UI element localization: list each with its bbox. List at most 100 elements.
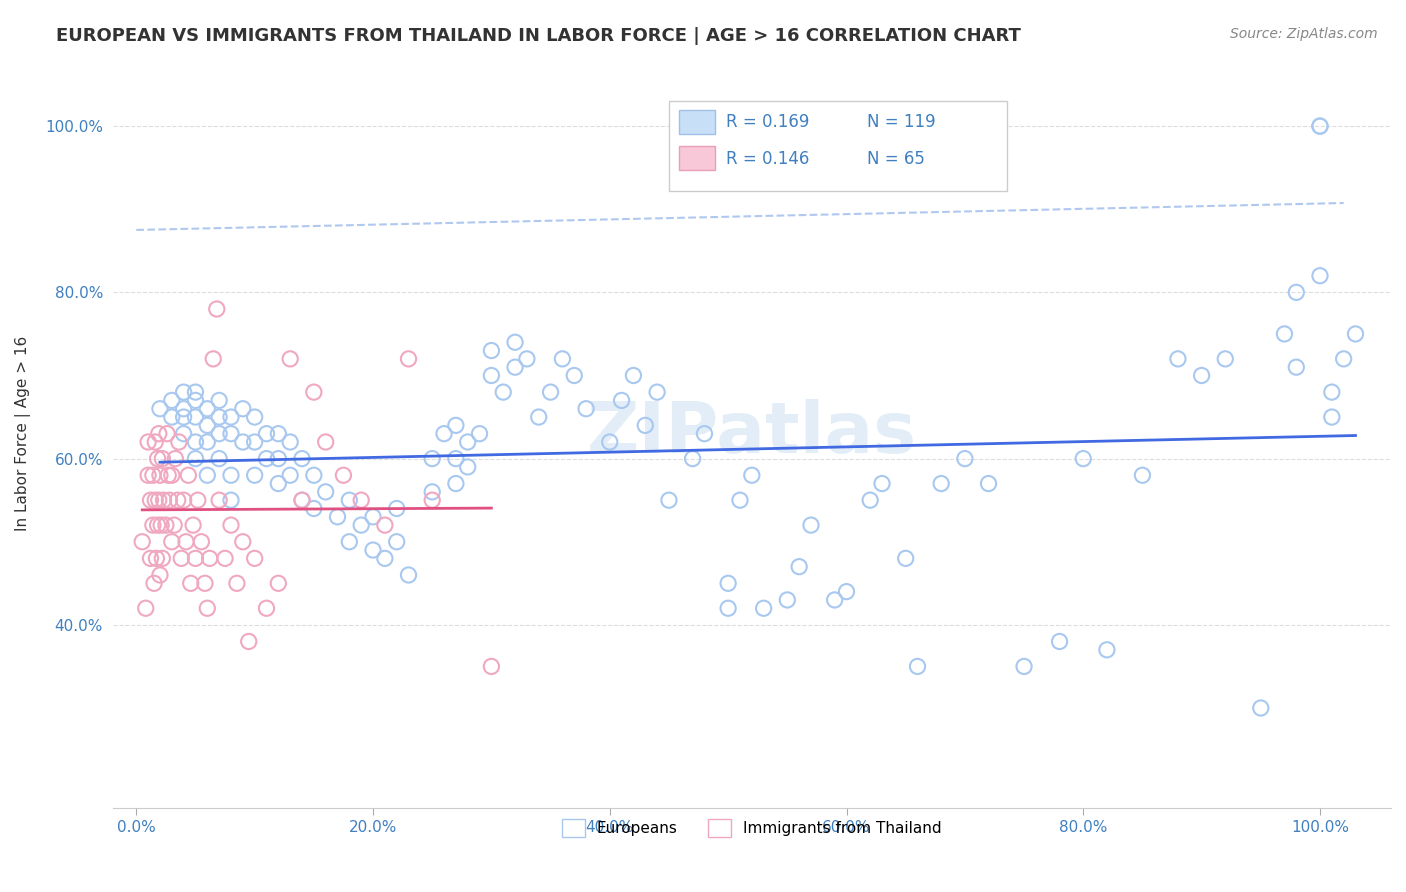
Europeans <box>302 468 325 483</box>
Europeans <box>1274 326 1296 341</box>
Immigrants from Thailand <box>131 534 153 549</box>
Europeans <box>728 493 751 508</box>
Europeans <box>1049 634 1071 648</box>
Europeans <box>184 393 207 408</box>
Europeans <box>184 435 207 450</box>
Europeans <box>492 385 515 400</box>
Europeans <box>361 543 384 558</box>
Europeans <box>350 518 373 533</box>
Text: ZIPatlas: ZIPatlas <box>586 400 917 468</box>
Immigrants from Thailand <box>205 301 228 316</box>
Immigrants from Thailand <box>152 493 174 508</box>
Europeans <box>1167 351 1189 366</box>
Europeans <box>267 451 290 466</box>
Immigrants from Thailand <box>184 551 207 566</box>
Europeans <box>658 493 681 508</box>
Europeans <box>776 593 799 607</box>
Europeans <box>315 484 337 499</box>
Europeans <box>741 468 763 483</box>
Europeans <box>752 601 775 615</box>
Immigrants from Thailand <box>145 551 167 566</box>
Europeans <box>599 435 621 450</box>
Immigrants from Thailand <box>291 493 314 508</box>
Europeans <box>907 659 929 673</box>
Immigrants from Thailand <box>187 493 209 508</box>
Europeans <box>337 493 360 508</box>
Europeans <box>444 451 467 466</box>
Immigrants from Thailand <box>202 351 225 366</box>
Europeans <box>479 343 502 358</box>
Europeans <box>1344 326 1367 341</box>
Europeans <box>243 435 266 450</box>
Europeans <box>717 601 740 615</box>
Europeans <box>195 401 218 416</box>
Europeans <box>562 368 585 383</box>
Europeans <box>929 476 952 491</box>
Immigrants from Thailand <box>278 351 301 366</box>
Immigrants from Thailand <box>160 468 183 483</box>
Europeans <box>184 451 207 466</box>
Europeans <box>527 410 550 425</box>
Europeans <box>682 451 704 466</box>
Europeans <box>219 493 242 508</box>
Europeans <box>256 451 278 466</box>
Europeans <box>195 418 218 433</box>
Immigrants from Thailand <box>135 601 157 615</box>
Europeans <box>693 426 716 441</box>
Europeans <box>468 426 491 441</box>
Immigrants from Thailand <box>148 493 170 508</box>
Immigrants from Thailand <box>143 493 166 508</box>
Europeans <box>1213 351 1236 366</box>
Europeans <box>835 584 858 599</box>
Europeans <box>374 551 396 566</box>
Europeans <box>278 468 301 483</box>
Immigrants from Thailand <box>479 659 502 673</box>
Europeans <box>291 493 314 508</box>
Immigrants from Thailand <box>180 576 202 591</box>
Immigrants from Thailand <box>190 534 212 549</box>
Text: EUROPEAN VS IMMIGRANTS FROM THAILAND IN LABOR FORCE | AGE > 16 CORRELATION CHART: EUROPEAN VS IMMIGRANTS FROM THAILAND IN … <box>56 27 1021 45</box>
Europeans <box>420 451 443 466</box>
Immigrants from Thailand <box>155 518 177 533</box>
Immigrants from Thailand <box>174 534 197 549</box>
Immigrants from Thailand <box>350 493 373 508</box>
Europeans <box>800 518 823 533</box>
FancyBboxPatch shape <box>679 111 714 135</box>
Europeans <box>256 426 278 441</box>
Europeans <box>1320 410 1343 425</box>
Immigrants from Thailand <box>149 468 172 483</box>
Text: R = 0.146: R = 0.146 <box>727 150 810 168</box>
Immigrants from Thailand <box>150 451 173 466</box>
Europeans <box>977 476 1000 491</box>
Europeans <box>291 451 314 466</box>
Immigrants from Thailand <box>143 435 166 450</box>
Immigrants from Thailand <box>232 534 254 549</box>
Europeans <box>326 509 349 524</box>
Europeans <box>575 401 598 416</box>
Europeans <box>160 410 183 425</box>
Europeans <box>302 501 325 516</box>
Immigrants from Thailand <box>214 551 236 566</box>
Europeans <box>503 335 526 350</box>
Immigrants from Thailand <box>149 568 172 582</box>
Europeans <box>278 435 301 450</box>
Europeans <box>219 468 242 483</box>
Immigrants from Thailand <box>315 435 337 450</box>
Europeans <box>267 426 290 441</box>
Text: N = 119: N = 119 <box>868 112 935 131</box>
Legend: Europeans, Immigrants from Thailand: Europeans, Immigrants from Thailand <box>554 811 949 845</box>
Europeans <box>184 410 207 425</box>
Immigrants from Thailand <box>166 493 188 508</box>
Immigrants from Thailand <box>139 493 162 508</box>
Europeans <box>1333 351 1355 366</box>
Europeans <box>1250 701 1272 715</box>
Immigrants from Thailand <box>173 493 195 508</box>
Immigrants from Thailand <box>194 576 217 591</box>
Immigrants from Thailand <box>420 493 443 508</box>
Immigrants from Thailand <box>136 468 159 483</box>
Immigrants from Thailand <box>159 493 181 508</box>
Europeans <box>1095 642 1118 657</box>
Europeans <box>479 368 502 383</box>
Europeans <box>208 426 231 441</box>
Europeans <box>1132 468 1154 483</box>
